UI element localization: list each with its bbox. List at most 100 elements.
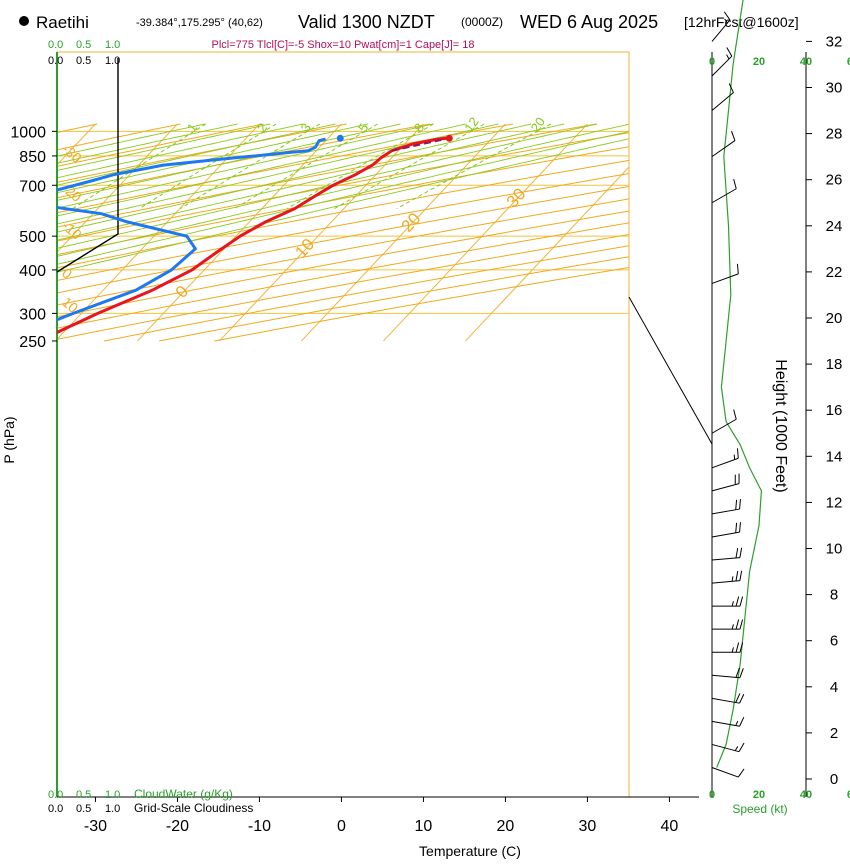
height-tick-label: 28: [826, 126, 843, 143]
wind-barb-feather: [736, 693, 740, 702]
wind-barb: [712, 189, 736, 203]
height-tick-label: 24: [826, 218, 843, 235]
dry-adiabat: [214, 124, 850, 341]
wind-barb: [712, 532, 740, 537]
wind-barb-feather: [740, 668, 743, 677]
mixing-ratio-label: 2: [254, 120, 270, 135]
forecast-hour: [12hrFcst@1600z]: [684, 14, 799, 30]
station-name: Raetihi: [36, 13, 89, 32]
isotherm-label: 20: [398, 209, 425, 236]
wind-barb: [712, 509, 740, 514]
moist-adiabat: [0, 124, 630, 341]
temperature-tick-label: 0: [337, 818, 346, 835]
cloudiness-bottom-tick: 0.5: [76, 803, 91, 815]
isotherm-label: 0: [172, 282, 192, 302]
wind-barb-feather: [740, 596, 743, 606]
height-tick-label: 12: [826, 494, 843, 511]
pressure-tick-label: 850: [19, 149, 46, 166]
cloudwater-top-tick: 0.0: [48, 39, 63, 51]
cloudiness-top-tick: 0.5: [76, 55, 91, 67]
height-tick-label: 16: [826, 402, 843, 419]
cloudwater-bottom-tick: 0.0: [48, 789, 63, 801]
mixing-ratio-label: 8: [411, 120, 427, 135]
pressure-tick-label: 400: [19, 263, 46, 280]
wind-barb-feather: [734, 410, 737, 420]
wind-barb-feather: [736, 721, 738, 726]
wind-barb-feather: [727, 48, 732, 57]
temperature-tick-label: 20: [497, 818, 515, 835]
height-tick-label: 0: [830, 771, 838, 788]
surface-temp-marker: [446, 135, 453, 142]
wind-barb-feather: [735, 746, 738, 750]
height-tick-label: 22: [826, 264, 843, 281]
wind-barb-feather: [740, 522, 741, 532]
cloudwater-top-tick: 0.5: [76, 39, 91, 51]
wind-barb-feather: [732, 647, 733, 652]
temperature-tick-label: 40: [661, 818, 679, 835]
wind-barb-feather: [740, 694, 744, 703]
cloudiness-label: Grid-Scale Cloudiness: [134, 801, 253, 815]
zulu-time: (0000Z): [461, 15, 503, 29]
temperature-tick-label: -10: [248, 818, 271, 835]
temperature-tick-label: -30: [84, 818, 107, 835]
cloudiness-profile: [57, 58, 118, 272]
speed-top-tick: 0: [709, 56, 715, 68]
wind-barb-feather: [740, 620, 743, 630]
temperature-tick-label: 10: [415, 818, 433, 835]
wind-barb-feather: [737, 448, 738, 458]
wind-barb: [712, 698, 740, 703]
pressure-tick-label: 300: [19, 306, 46, 323]
plot-frame: [57, 52, 629, 797]
thermo-grid: [0, 124, 850, 341]
cloudwater-bottom-tick: 0.5: [76, 789, 91, 801]
speed-bottom-tick: 20: [753, 789, 765, 801]
wind-barb-feather: [738, 769, 744, 777]
wind-barb-feather: [736, 620, 739, 630]
wind-barb-feather: [734, 179, 737, 189]
surface-dewpoint-marker: [337, 135, 344, 142]
wind-barb: [712, 93, 733, 111]
height-tick-label: 14: [826, 448, 843, 465]
height-axis-label: Height (1000 Feet): [772, 359, 789, 492]
wind-barb: [712, 484, 739, 491]
cloudiness-bottom-tick: 1.0: [105, 803, 120, 815]
speed-bottom-tick: 0: [709, 789, 715, 801]
wind-barb: [712, 558, 740, 560]
chart-subtitle: Plcl=775 Tlcl[C]=-5 Shox=10 Pwat[cm]=1 C…: [211, 39, 474, 51]
wind-barb-feather: [736, 548, 738, 558]
height-tick-label: 32: [826, 33, 843, 50]
wind-barb-feather: [736, 571, 738, 581]
station-coords: -39.384°,175.295° (40,62): [136, 17, 263, 29]
cloudwater-top-tick: 1.0: [105, 39, 120, 51]
mixing-ratio-label: 5: [355, 120, 371, 135]
wind-barb: [712, 675, 740, 677]
pressure-tick-label: 700: [19, 178, 46, 195]
wind-barb-feather: [739, 743, 744, 752]
valid-date: WED 6 Aug 2025: [520, 12, 658, 32]
wind-barb-feather: [740, 571, 742, 581]
wind-barb-feather: [727, 55, 730, 59]
speed-axis-label: Speed (kt): [732, 802, 787, 816]
wind-barb-feather: [737, 264, 738, 274]
height-tick-label: 10: [826, 541, 843, 558]
dry-adiabat: [0, 124, 14, 341]
wind-barb: [712, 458, 738, 468]
speed-top-tick: 20: [753, 56, 765, 68]
station-dot-icon: [19, 16, 29, 26]
wind-barb-feather: [736, 643, 739, 653]
pressure-tick-label: 1000: [10, 124, 46, 141]
wind-barb-feather: [740, 717, 744, 726]
wind-barb: [712, 274, 738, 284]
wind-barb-feather: [736, 500, 737, 510]
height-tick-label: 6: [830, 633, 838, 650]
wind-barb: [712, 419, 736, 433]
wind-barb-feather: [732, 624, 733, 629]
cloudiness-top-tick: 1.0: [105, 55, 120, 67]
wind-barb-feather: [732, 576, 733, 581]
temperature-tick-label: 30: [579, 818, 597, 835]
wind-barb: [712, 767, 738, 777]
speed-bottom-tick: 40: [800, 789, 812, 801]
height-tick-label: 4: [830, 679, 838, 696]
cloudwater-label: CloudWater (g/Kg): [134, 787, 233, 801]
